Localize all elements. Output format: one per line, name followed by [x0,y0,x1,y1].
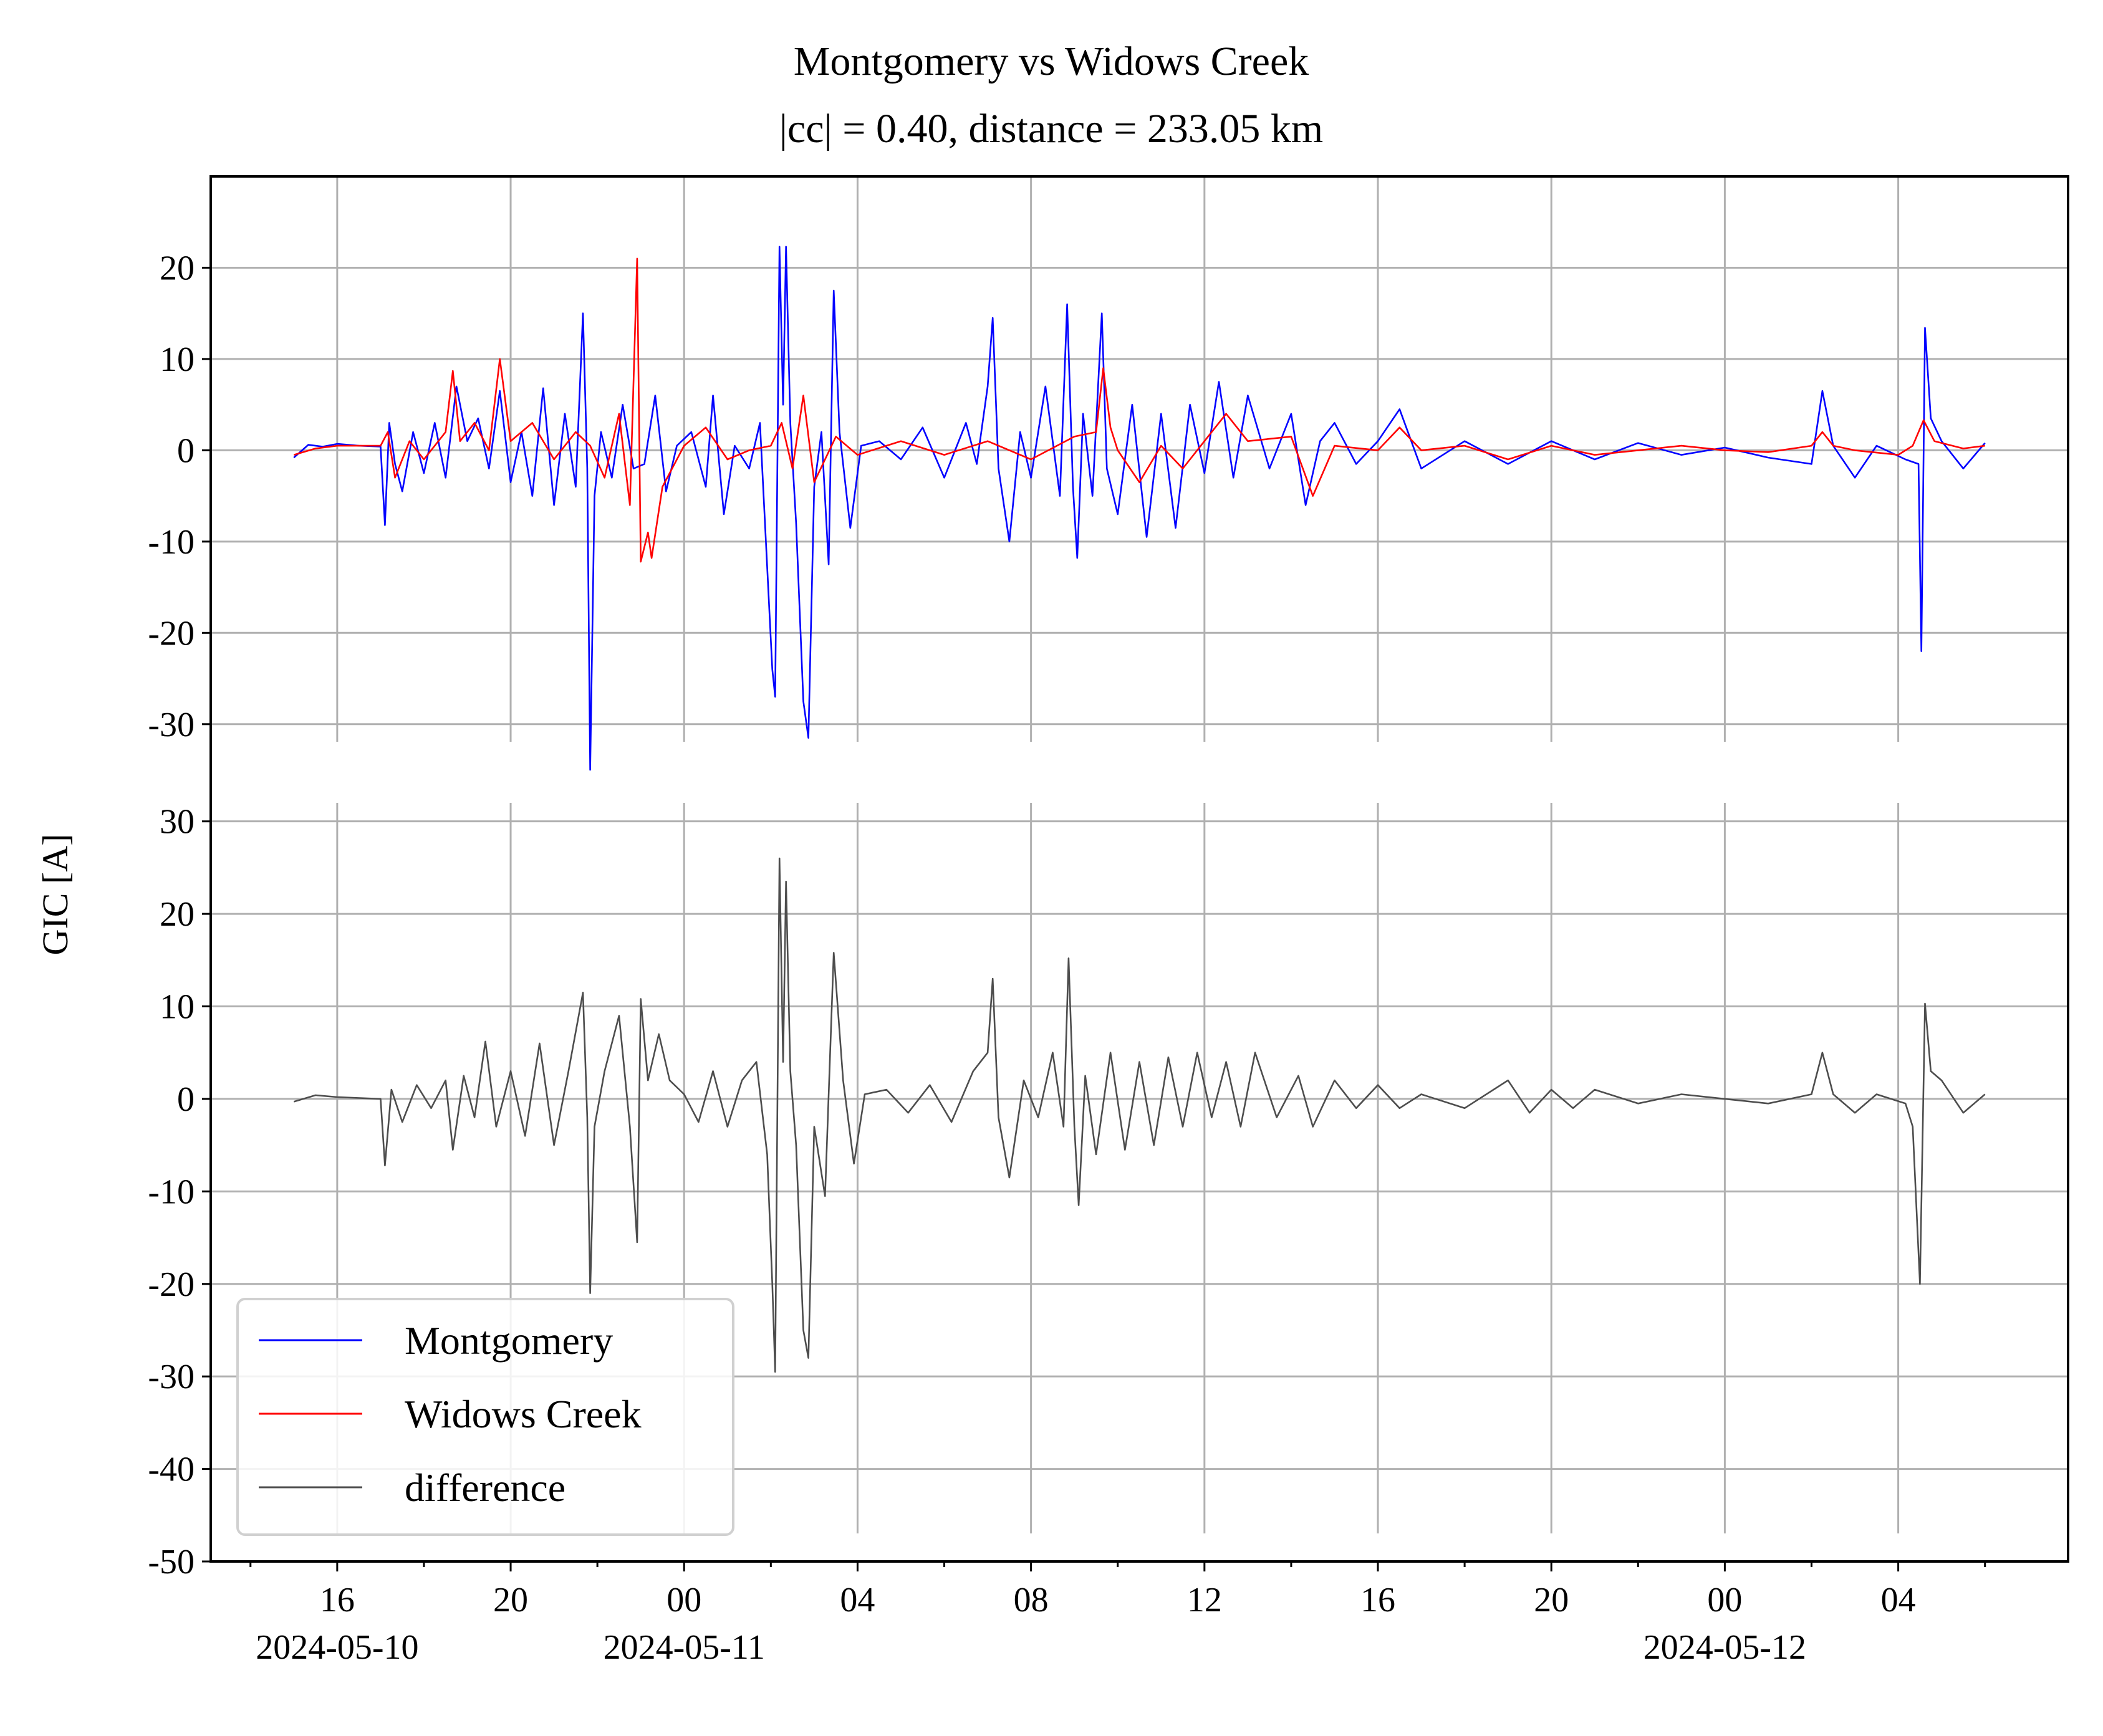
series-line-montgomery [293,246,1986,771]
x-date-label: 2024-05-12 [1643,1628,1806,1667]
series-line-widows-creek [293,257,1985,563]
x-date-label: 2024-05-10 [256,1628,418,1667]
x-tick-label: 00 [1707,1581,1742,1619]
y-tick-label: -50 [148,1543,195,1581]
y-tick-label: 30 [160,803,195,842]
y-axis-label: GIC [A] [35,834,75,956]
legend: Montgomery Widows Creek difference [236,1298,734,1536]
chart-title: Montgomery vs Widows Creek [794,39,1309,84]
chart-subtitle: |cc| = 0.40, distance = 233.05 km [779,106,1324,151]
series-line-difference [293,857,1986,1373]
y-tick-label: 10 [160,988,195,1027]
x-tick-label: 16 [320,1581,355,1619]
legend-label: Montgomery [405,1318,613,1363]
y-tick-label: 0 [177,431,195,470]
x-tick-label: 20 [493,1581,528,1619]
y-tick-label: -20 [148,614,195,653]
y-tick-label: 20 [160,249,195,287]
y-tick-label: -20 [148,1265,195,1304]
y-tick-label: -30 [148,1358,195,1396]
x-tick-label: 20 [1534,1581,1569,1619]
x-tick-label: 04 [840,1581,875,1619]
y-tick-label: 20 [160,895,195,934]
axes-frame [209,175,2069,1563]
legend-box [236,1298,734,1536]
y-tick-label: 10 [160,340,195,379]
y-tick-label: -30 [148,706,195,744]
y-tick-label: -10 [148,523,195,562]
x-tick-label: 04 [1881,1581,1916,1619]
legend-label: difference [405,1465,565,1510]
y-tick-label: 0 [177,1080,195,1119]
x-tick-label: 16 [1360,1581,1395,1619]
x-date-label: 2024-05-11 [604,1628,765,1667]
y-tick-label: -10 [148,1173,195,1211]
x-tick-label: 12 [1187,1581,1222,1619]
x-tick-label: 00 [667,1581,701,1619]
y-tick-label: -40 [148,1451,195,1489]
x-tick-label: 08 [1014,1581,1049,1619]
legend-label: Widows Creek [405,1392,642,1436]
